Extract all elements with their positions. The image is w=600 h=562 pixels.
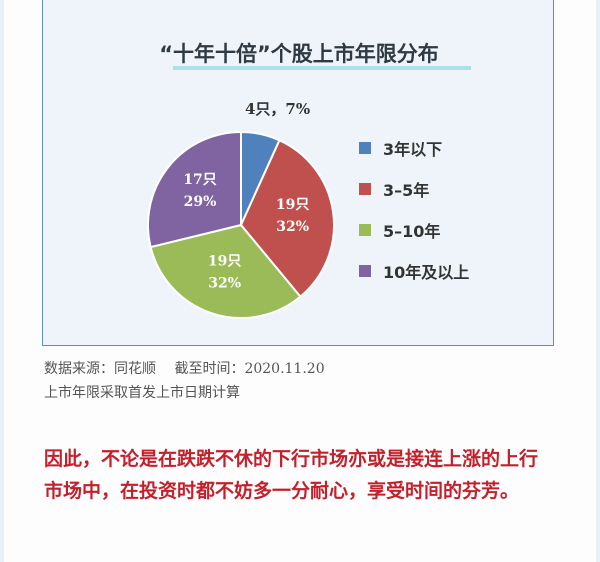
pie-slice <box>149 223 302 319</box>
legend-label: 5–10年 <box>383 221 441 241</box>
legend-item: 10年及以上 <box>359 250 469 291</box>
legend-swatch <box>359 182 371 195</box>
title-underline <box>173 66 471 70</box>
pie-slice <box>239 138 335 299</box>
outer-slice-label: 4只，7% <box>245 100 310 118</box>
slice-data-label: 32% <box>276 219 309 235</box>
legend-swatch <box>359 223 371 236</box>
slice-data-label: 32% <box>208 275 241 291</box>
slice-data-label: 19只 <box>276 197 309 213</box>
chart-title: “十年十倍”个股上市年限分布 <box>159 42 439 66</box>
legend-label: 3年以下 <box>383 139 443 159</box>
legend-label: 3–5年 <box>383 180 430 200</box>
legend-label: 10年及以上 <box>383 262 470 282</box>
legend-item: 5–10年 <box>359 209 469 250</box>
legend-item: 3年以下 <box>359 127 469 168</box>
source-note: 数据来源：同花顺 截至时间：2020.11.20 <box>44 361 325 377</box>
left-margin-strip <box>0 0 4 562</box>
right-margin-strip <box>596 0 600 562</box>
legend-swatch <box>359 141 371 154</box>
slice-data-label: 17只 <box>183 172 216 188</box>
chart-notes: 数据来源：同花顺 截至时间：2020.11.20 上市年限采取首发上市日期计算 <box>44 357 325 405</box>
legend-item: 3–5年 <box>359 168 469 209</box>
method-note: 上市年限采取首发上市日期计算 <box>44 385 240 401</box>
chart-legend: 3年以下 3–5年 5–10年 10年及以上 <box>359 127 469 291</box>
pie-chart: 19只 32% 19只 32% 17只 29% 4只，7% <box>147 100 335 319</box>
slice-data-label: 19只 <box>208 253 241 269</box>
conclusion-paragraph: 因此，不论是在跌跌不休的下行市场亦或是接连上涨的上行市场中，在投资时都不妨多一分… <box>44 448 539 502</box>
chart-panel: “十年十倍”个股上市年限分布 19只 32% 19只 32% 17只 29% 4只，7% 3… <box>42 0 554 346</box>
pie-slice <box>147 130 242 249</box>
legend-swatch <box>359 264 371 277</box>
slice-data-label: 29% <box>184 194 217 210</box>
